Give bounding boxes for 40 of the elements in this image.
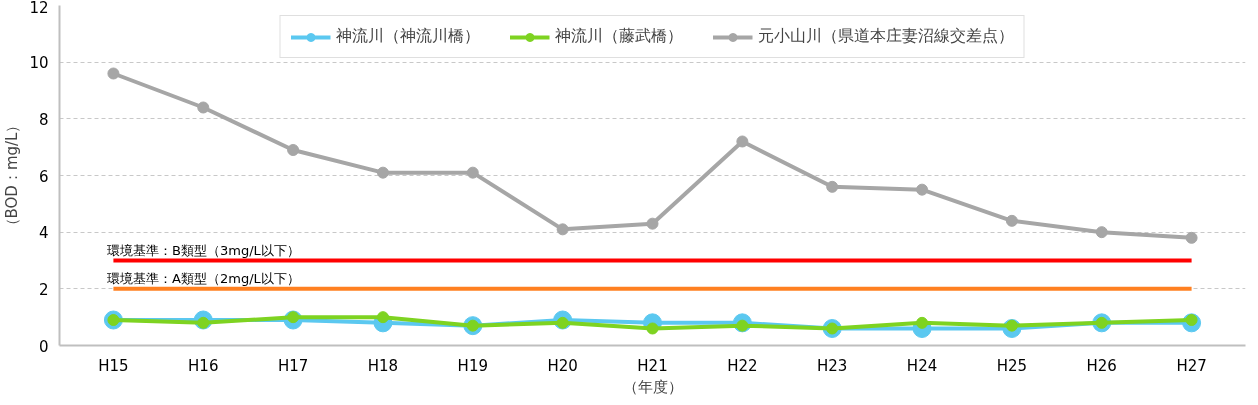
point [826,180,839,193]
y-tick-label: 8 [38,110,49,129]
x-tick-label: H26 [1086,356,1117,375]
legend-label: 元小山川（県道本庄妻沼線交差点） [757,26,1014,47]
point [197,101,210,114]
y-tick-label: 12 [29,0,49,17]
legend-label: 神流川（神流川橋） [335,26,480,47]
x-tick-label: H24 [906,356,938,375]
point [1005,214,1018,227]
point [287,144,300,156]
point [916,183,929,196]
point [376,166,389,179]
point [646,217,659,230]
x-tick-label: H23 [817,356,848,375]
point [466,166,479,179]
y-tick-label: 0 [38,337,49,356]
y-tick-label: 6 [38,167,49,186]
x-tick-label: H22 [727,356,758,375]
point [736,135,749,148]
x-tick-label: H25 [996,356,1028,375]
x-tick-label: H19 [457,356,488,375]
point [1185,231,1198,244]
point [1095,226,1108,239]
y-axis-title: （BOD：mg/L） [3,117,22,234]
y-tick-label: 4 [38,224,49,243]
point [556,223,569,236]
ref-line-label: 環境基準：A類型（2mg/L以下） [107,270,300,286]
x-tick-label: H21 [637,356,668,375]
x-tick-label: H16 [188,356,219,375]
ref-line-label: 環境基準：B類型（3mg/L以下） [107,242,300,258]
x-tick-label: H17 [277,356,309,375]
x-tick-label: H18 [367,356,399,375]
x-tick-label: H20 [547,356,578,375]
x-tick-label: H15 [98,356,129,375]
y-tick-label: 2 [38,280,49,299]
legend-label: 神流川（藤武橋） [554,26,683,47]
x-tick-label: H27 [1176,356,1207,375]
point [107,67,120,80]
x-axis-title: （年度） [622,377,683,396]
y-tick-label: 10 [29,54,49,73]
